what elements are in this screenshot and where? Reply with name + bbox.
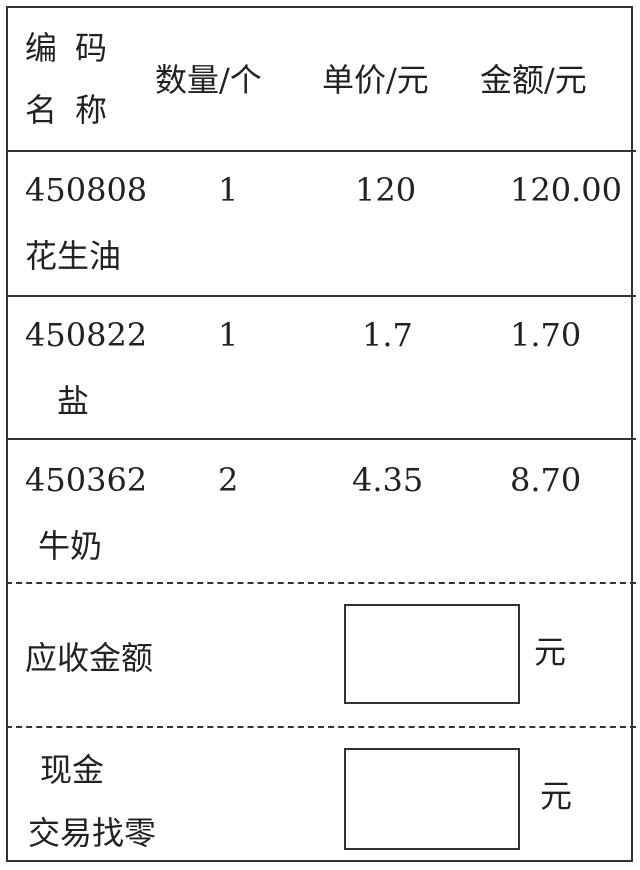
item-name: 盐 [57,382,90,420]
change-label-line2: 交易找零 [28,814,157,852]
header-unit-price: 单价/元 [322,61,429,99]
item-amount: 120.00 [510,171,622,209]
dashed-divider [6,582,636,584]
header-code: 编码 [25,29,126,67]
item-amount: 8.70 [510,461,582,499]
receivable-label: 应收金额 [25,639,154,677]
item-unit-price: 1.7 [362,316,413,354]
item-unit-price: 4.35 [352,461,424,499]
dashed-divider [6,726,636,728]
item-quantity: 1 [218,316,239,354]
divider [6,295,636,297]
header-quantity: 数量/个 [155,61,262,99]
divider [6,150,636,152]
divider [6,438,636,440]
item-code: 450362 [25,461,148,499]
item-quantity: 1 [218,171,239,209]
header-name: 名称 [25,91,126,129]
change-answer-box[interactable] [344,748,520,850]
item-name: 牛奶 [38,527,103,565]
receivable-unit: 元 [534,633,567,671]
receivable-answer-box[interactable] [344,604,520,704]
item-code: 450808 [25,171,148,209]
change-label-line1: 现金 [40,751,105,789]
change-unit: 元 [540,777,573,815]
item-code: 450822 [25,316,148,354]
header-amount: 金额/元 [480,61,587,99]
item-unit-price: 120 [355,171,417,209]
item-name: 花生油 [25,237,122,275]
receipt-table [6,6,633,862]
item-quantity: 2 [218,461,239,499]
item-amount: 1.70 [510,316,582,354]
